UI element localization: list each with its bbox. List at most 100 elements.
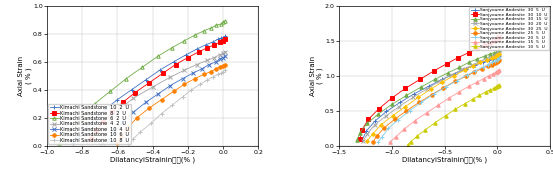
Sanjyoume Andesite  30  25  U <box>378 124 384 126</box>
Sanjyoume Andesite  15  5  U <box>495 70 502 72</box>
Sanjyoume Andesite  30  10  U <box>431 70 437 72</box>
Kimachi Sandstone  4  2  U <box>220 52 227 54</box>
Sanjyoume Andesite  30  10  U <box>365 118 372 120</box>
Sanjyoume Andesite  30  5  U <box>490 58 497 60</box>
Sanjyoume Andesite  30  10  U <box>474 47 481 50</box>
Sanjyoume Andesite  20  5  U <box>496 57 503 59</box>
Sanjyoume Andesite  10  5  U <box>442 115 449 117</box>
Kimachi Sandstone  10  4  U <box>155 93 161 95</box>
Kimachi Sandstone  10  8  U <box>210 76 216 78</box>
Sanjyoume Andesite  15  5  U <box>456 91 463 93</box>
Line: Sanjyoume Andesite  30  5  U: Sanjyoume Andesite 30 5 U <box>360 54 502 142</box>
Sanjyoume Andesite  30  5  U <box>493 56 500 59</box>
Sanjyoume Andesite  30  25  U <box>369 133 376 135</box>
Y-axis label: Axial Strain
( % ): Axial Strain ( % ) <box>310 56 324 96</box>
Sanjyoume Andesite  30  15  U <box>456 66 463 68</box>
Sanjyoume Andesite  25  5  U <box>462 75 469 78</box>
Kimachi Sandstone  4  2  U <box>181 69 188 71</box>
Kimachi Sandstone  8  2  U <box>211 44 218 46</box>
Kimachi Sandstone  10  4  U <box>216 58 223 60</box>
Sanjyoume Andesite  30  10  U <box>375 108 382 110</box>
Kimachi Sandstone  10  8  U <box>222 69 228 71</box>
Sanjyoume Andesite  10  5  U <box>491 87 498 90</box>
Kimachi Sandstone  10  4  U <box>190 72 196 74</box>
Sanjyoume Andesite  30  20  U <box>469 64 476 66</box>
Kimachi Sandstone  8  2  U <box>195 51 202 53</box>
Sanjyoume Andesite  30  5  U <box>452 73 458 75</box>
Kimachi Sandstone  10  8  U <box>197 83 204 85</box>
Kimachi Sandstone  8  2  U <box>100 121 107 123</box>
Sanjyoume Andesite  10  5  U <box>461 103 468 105</box>
Sanjyoume Andesite  30  25  U <box>461 69 468 71</box>
Kimachi Sandstone  8  2  U <box>204 47 211 49</box>
Line: Kimachi Sandstone  10  4  U: Kimachi Sandstone 10 4 U <box>107 54 227 142</box>
Sanjyoume Andesite  20  5  U <box>494 59 500 61</box>
Sanjyoume Andesite  30  10  U <box>402 87 409 90</box>
Sanjyoume Andesite  30  5  U <box>372 120 378 122</box>
Line: Sanjyoume Andesite  30  25  U: Sanjyoume Andesite 30 25 U <box>366 53 501 142</box>
Sanjyoume Andesite  25  5  U <box>471 71 477 73</box>
Sanjyoume Andesite  15  5  U <box>435 104 441 106</box>
Sanjyoume Andesite  15  5  U <box>490 73 497 75</box>
Sanjyoume Andesite  15  5  U <box>423 112 430 114</box>
Kimachi Sandstone  8  2  U <box>93 129 100 132</box>
Sanjyoume Andesite  30  10  U <box>496 36 503 38</box>
Sanjyoume Andesite  30  5  U <box>462 68 469 70</box>
Kimachi Sandstone  4  2  U <box>211 56 218 59</box>
Kimachi Sandstone  10  4  U <box>213 61 220 63</box>
Line: Kimachi Sandstone  6  2  U: Kimachi Sandstone 6 2 U <box>58 19 227 145</box>
Sanjyoume Andesite  30  10  U <box>495 37 502 39</box>
Sanjyoume Andesite  10  5  U <box>432 122 439 124</box>
Kimachi Sandstone  6  2  U <box>213 24 220 26</box>
Sanjyoume Andesite  30  15  U <box>403 94 410 96</box>
Line: Sanjyoume Andesite  30  20  U: Sanjyoume Andesite 30 20 U <box>361 51 501 143</box>
Sanjyoume Andesite  30  15  U <box>445 72 451 74</box>
Kimachi Sandstone  4  2  U <box>103 122 110 125</box>
Sanjyoume Andesite  30  25  U <box>439 81 446 83</box>
Sanjyoume Andesite  15  5  U <box>481 77 487 80</box>
Sanjyoume Andesite  10  5  U <box>414 135 420 137</box>
Kimachi Sandstone  6  2  U <box>56 142 62 144</box>
Sanjyoume Andesite  30  25  U <box>415 96 421 99</box>
Sanjyoume Andesite  30  10  U <box>455 56 462 59</box>
Sanjyoume Andesite  30  5  U <box>472 64 478 66</box>
Kimachi Sandstone  10  2  U <box>70 142 77 144</box>
Kimachi Sandstone  10  8  U <box>220 70 227 73</box>
Sanjyoume Andesite  30  5  U <box>383 110 390 113</box>
Kimachi Sandstone  10  4  U <box>220 56 227 59</box>
Sanjyoume Andesite  15  5  U <box>401 128 408 130</box>
Kimachi Sandstone  4  2  U <box>204 59 211 61</box>
Kimachi Sandstone  4  2  U <box>100 134 107 136</box>
Sanjyoume Andesite  25  5  U <box>369 141 376 143</box>
Sanjyoume Andesite  30  10  U <box>357 138 363 140</box>
Kimachi Sandstone  10  6  U <box>192 77 199 80</box>
Line: Sanjyoume Andesite  25  5  U: Sanjyoume Andesite 25 5 U <box>371 59 501 144</box>
Kimachi Sandstone  10  8  U <box>169 104 175 106</box>
Kimachi Sandstone  10  8  U <box>218 72 225 74</box>
Kimachi Sandstone  10  6  U <box>216 66 223 68</box>
Kimachi Sandstone  10  2  U <box>156 69 163 71</box>
Sanjyoume Andesite  30  25  U <box>402 105 409 108</box>
Kimachi Sandstone  8  2  U <box>88 138 95 140</box>
Kimachi Sandstone  10  4  U <box>199 68 205 70</box>
Sanjyoume Andesite  10  5  U <box>422 129 429 131</box>
Sanjyoume Andesite  30  25  U <box>364 140 371 142</box>
Kimachi Sandstone  10  2  U <box>82 127 89 129</box>
Sanjyoume Andesite  30  25  U <box>427 88 434 90</box>
Kimachi Sandstone  10  8  U <box>148 122 154 125</box>
Kimachi Sandstone  10  4  U <box>106 139 112 141</box>
Sanjyoume Andesite  30  25  U <box>483 59 490 61</box>
Sanjyoume Andesite  30  20  U <box>409 96 416 99</box>
Kimachi Sandstone  10  6  U <box>146 107 153 109</box>
Kimachi Sandstone  8  2  U <box>109 111 116 113</box>
Sanjyoume Andesite  30  25  U <box>469 65 476 67</box>
Kimachi Sandstone  10  2  U <box>210 41 216 43</box>
Kimachi Sandstone  6  2  U <box>220 21 227 24</box>
Sanjyoume Andesite  10  5  U <box>495 85 502 87</box>
Sanjyoume Andesite  20  5  U <box>379 136 385 138</box>
Kimachi Sandstone  10  2  U <box>75 135 82 137</box>
Kimachi Sandstone  10  4  U <box>222 55 228 57</box>
Sanjyoume Andesite  30  15  U <box>494 50 500 52</box>
Kimachi Sandstone  4  2  U <box>194 63 200 66</box>
Sanjyoume Andesite  25  5  U <box>452 80 458 82</box>
